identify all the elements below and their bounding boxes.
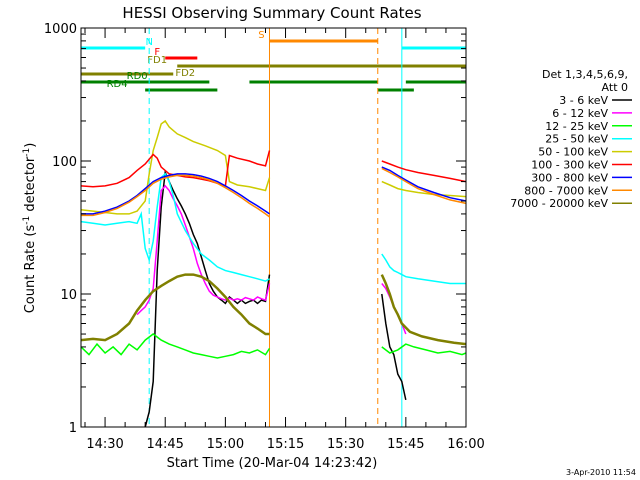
flag-label-f: F [154,47,160,58]
x-tick-label: 15:30 [327,437,364,452]
series-line-0 [381,293,407,401]
y-axis-label-sup2: -1 [22,148,32,157]
y-axis-label: Count Rate (s-1 detector-1) [22,143,38,314]
series-line-7 [381,167,467,205]
y-axis-label-tail: detector [23,156,38,216]
flag-label-fd2: FD2 [175,68,195,79]
y-tick-label: 1 [69,421,77,436]
series-line-3 [80,172,270,282]
x-tick-label: 14:45 [146,437,183,452]
x-tick-label: 15:45 [387,437,424,452]
series-line-6 [81,173,270,215]
flag-label-rd4: RD4 [107,79,128,90]
y-axis-ticks: 1 10 100 1000 [44,22,466,436]
y-tick-label: 100 [52,155,77,170]
series-line-2 [80,333,271,359]
legend-entry-label: 300 - 800 keV [531,171,608,184]
legend-header-line2: Att 0 [602,81,628,94]
y-axis-label-sup: -1 [22,216,32,225]
y-axis-label-main: Count Rate (s [23,225,38,314]
x-tick-label: 15:00 [207,437,244,452]
series-line-7 [81,174,270,218]
series-line-5 [381,160,467,183]
flag-label-fd1: FD1 [147,55,167,66]
footer-timestamp: 3-Apr-2010 11:54 [566,468,636,477]
legend-entry-label: 50 - 100 keV [538,146,608,159]
series-line-8 [380,274,467,346]
series-line-6 [381,166,467,202]
plot-frame [80,27,467,428]
legend-header-line1: Det 1,3,4,5,6,9, [542,68,628,81]
legend-entry-label: 25 - 50 keV [545,133,608,146]
y-tick-label: 1000 [44,22,77,37]
legend-entry-label: 3 - 6 keV [559,94,608,107]
y-axis-label-close: ) [23,143,38,148]
series-line-8 [80,273,270,342]
legend-entry-label: 12 - 25 keV [545,120,608,133]
series-line-2 [381,343,467,356]
series-line-4 [381,180,467,198]
series-line-3 [381,253,466,285]
chart-title: HESSI Observing Summary Count Rates [122,4,421,22]
x-tick-label: 14:30 [86,437,123,452]
legend-entry-label: 800 - 7000 keV [524,184,608,197]
series-line-4 [80,119,271,215]
x-axis-label: Start Time (20-Mar-04 14:23:42) [167,456,378,471]
series-lines [80,119,467,428]
x-axis-ticks: 14:30 14:45 15:00 15:15 15:30 15:45 16:00 [84,28,485,452]
flag-label-s: S [258,30,264,41]
legend-entry-label: 100 - 300 keV [531,159,608,172]
legend-entry-label: 6 - 12 keV [552,107,608,120]
x-tick-label: 15:15 [267,437,304,452]
x-tick-label: 16:00 [447,437,484,452]
legend-entry-label: 7000 - 20000 keV [510,197,608,210]
y-tick-label: 10 [60,288,77,303]
flag-label-rd0: RD0 [127,71,148,82]
